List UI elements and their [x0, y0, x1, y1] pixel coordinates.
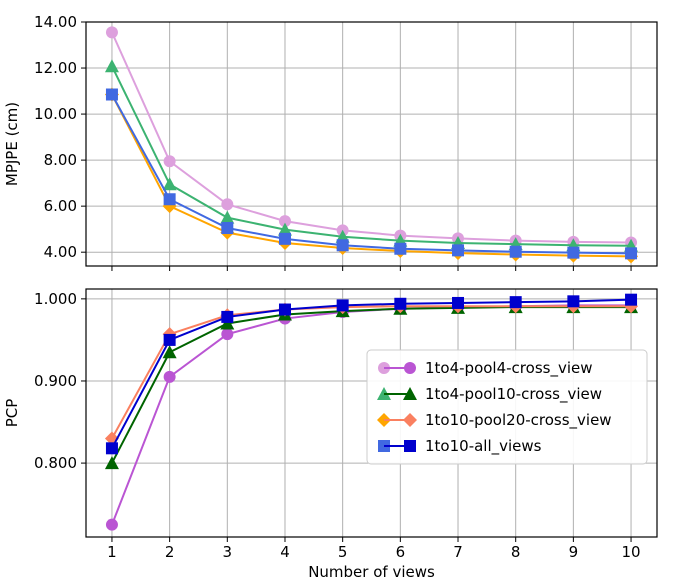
legend-box	[366, 349, 648, 465]
y-axis-label: MPJPE (cm)	[3, 102, 21, 186]
y-tick-label: 14.00	[34, 13, 77, 31]
data-point	[567, 295, 580, 308]
data-point	[163, 333, 176, 346]
data-point	[221, 328, 234, 341]
data-point	[278, 303, 291, 316]
series-line	[111, 305, 632, 439]
data-point	[105, 88, 118, 101]
plot-frame	[85, 288, 658, 538]
x-tick-label: 9	[569, 543, 579, 561]
data-point	[105, 518, 118, 531]
x-tick-label: 2	[165, 543, 175, 561]
x-tick-label: 4	[280, 543, 290, 561]
y-axis-label: PCP	[3, 399, 21, 428]
y-tick-label: 0.900	[34, 372, 77, 390]
y-tick-label: 6.00	[44, 197, 77, 215]
data-point	[221, 310, 234, 323]
series-line	[111, 298, 632, 449]
data-point	[104, 456, 119, 470]
y-tick-label: 8.00	[44, 151, 77, 169]
y-tick-label: 0.800	[34, 454, 77, 472]
y-tick-label: 12.00	[34, 59, 77, 77]
y-tick-label: 1.000	[34, 290, 77, 308]
legend-marker	[403, 387, 417, 400]
data-point	[105, 442, 118, 455]
data-point	[394, 297, 407, 310]
data-point	[625, 247, 638, 260]
data-point	[162, 345, 177, 359]
data-point	[567, 246, 580, 259]
data-point	[163, 155, 176, 168]
legend: 1to4-pool4-cross_view 1to4-pool10-cross_v…	[366, 349, 648, 465]
data-point	[221, 198, 234, 211]
data-point	[336, 239, 349, 252]
y-tick-label: 10.00	[34, 105, 77, 123]
legend-marker	[404, 362, 416, 374]
legend-label: 1to10-pool20-cross_view	[425, 411, 612, 430]
data-point	[509, 296, 522, 309]
data-point	[220, 210, 235, 224]
data-point	[163, 370, 176, 383]
plot-frame	[85, 21, 658, 267]
x-tick-label: 10	[621, 543, 640, 561]
x-tick-label: 7	[453, 543, 463, 561]
data-point	[105, 26, 118, 39]
legend-marker	[403, 413, 417, 427]
series-line	[111, 31, 632, 244]
series-line	[111, 65, 632, 247]
series-line	[111, 94, 632, 258]
data-point	[221, 222, 234, 235]
data-point	[509, 245, 522, 258]
series-line	[111, 94, 632, 255]
panel-1: 4.00 6.00 8.00 10.00 12.00 14.00 MPJPE (cm)	[3, 13, 658, 271]
x-tick-label: 8	[511, 543, 521, 561]
data-point	[278, 232, 291, 245]
data-point	[163, 193, 176, 206]
data-point	[452, 296, 465, 309]
data-point	[336, 299, 349, 312]
data-point	[277, 222, 292, 236]
data-point	[394, 242, 407, 255]
legend-label: 1to10-all_views	[425, 437, 542, 456]
y-tick-label: 4.00	[44, 243, 77, 261]
legend-label: 1to4-pool4-cross_view	[425, 359, 593, 378]
x-tick-label: 6	[396, 543, 406, 561]
legend-marker	[404, 440, 416, 452]
data-point	[625, 293, 638, 306]
data-point	[220, 316, 235, 330]
data-point	[452, 244, 465, 257]
x-tick-label: 3	[223, 543, 233, 561]
data-point	[278, 215, 291, 228]
x-tick-label: 5	[338, 543, 348, 561]
data-point	[104, 59, 119, 73]
x-axis-label: Number of views	[308, 563, 435, 581]
data-point	[162, 177, 177, 191]
legend-label: 1to4-pool10-cross_view	[425, 385, 602, 404]
x-tick-label: 1	[107, 543, 117, 561]
